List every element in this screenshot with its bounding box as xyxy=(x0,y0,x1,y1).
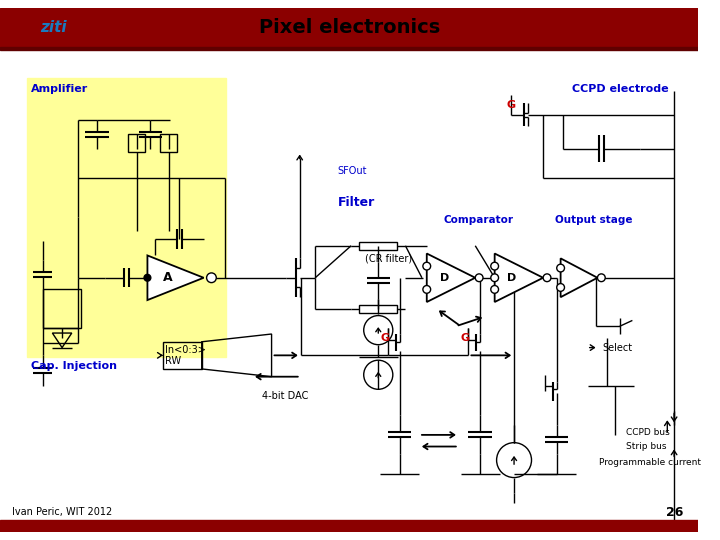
Text: CCPD electrode: CCPD electrode xyxy=(572,84,669,94)
Bar xyxy=(42,289,81,328)
Text: SFOut: SFOut xyxy=(338,166,367,176)
Circle shape xyxy=(423,262,431,270)
Bar xyxy=(163,342,202,369)
Text: 26: 26 xyxy=(667,506,684,519)
Bar xyxy=(27,78,226,357)
Text: CCPD bus: CCPD bus xyxy=(626,428,670,437)
Text: In<0:3>: In<0:3> xyxy=(165,345,206,355)
Text: A: A xyxy=(163,271,173,284)
Text: Ivan Peric, WIT 2012: Ivan Peric, WIT 2012 xyxy=(12,508,112,517)
Text: Amplifier: Amplifier xyxy=(31,84,89,94)
Text: Output stage: Output stage xyxy=(555,214,632,225)
Bar xyxy=(128,134,145,152)
Bar xyxy=(359,242,397,249)
Circle shape xyxy=(144,274,150,281)
Text: Filter: Filter xyxy=(338,195,375,208)
Polygon shape xyxy=(148,255,204,300)
Polygon shape xyxy=(427,253,475,302)
Text: G: G xyxy=(507,100,516,110)
Circle shape xyxy=(557,284,564,292)
Bar xyxy=(160,134,178,152)
Circle shape xyxy=(491,262,498,270)
Circle shape xyxy=(557,264,564,272)
Polygon shape xyxy=(495,253,543,302)
Text: Select: Select xyxy=(603,342,632,353)
Text: Pixel electronics: Pixel electronics xyxy=(258,18,440,37)
Circle shape xyxy=(207,273,216,282)
Text: Cap. Injection: Cap. Injection xyxy=(31,361,117,371)
Text: G: G xyxy=(460,333,469,343)
Text: ziti: ziti xyxy=(40,20,67,35)
Circle shape xyxy=(475,274,483,282)
Text: G: G xyxy=(380,333,390,343)
Text: Strip bus: Strip bus xyxy=(626,442,666,451)
Text: Programmable current: Programmable current xyxy=(600,457,701,467)
Text: RW: RW xyxy=(165,356,181,366)
Text: (CR filter): (CR filter) xyxy=(365,253,412,264)
Circle shape xyxy=(543,274,551,282)
Bar xyxy=(0,8,698,47)
Text: 4-bit DAC: 4-bit DAC xyxy=(262,391,308,401)
Polygon shape xyxy=(561,258,598,297)
Bar xyxy=(359,305,397,313)
Circle shape xyxy=(491,286,498,293)
Text: D: D xyxy=(440,273,449,283)
Circle shape xyxy=(423,286,431,293)
Circle shape xyxy=(598,274,606,282)
Bar xyxy=(0,47,698,50)
Bar xyxy=(0,520,698,532)
Text: D: D xyxy=(508,273,517,283)
Circle shape xyxy=(491,274,498,282)
Text: Comparator: Comparator xyxy=(444,214,513,225)
